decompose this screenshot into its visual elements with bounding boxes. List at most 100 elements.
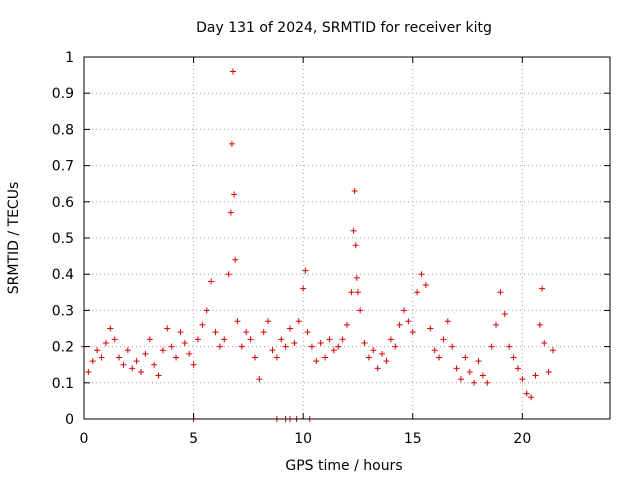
data-points [81, 68, 557, 422]
y-tick-label: 0.3 [52, 303, 74, 319]
data-point [273, 354, 280, 361]
data-point [405, 318, 412, 325]
data-point [295, 318, 302, 325]
data-point [326, 336, 333, 343]
data-point [545, 368, 552, 375]
axis-ticks: 00.10.20.30.40.50.60.70.80.910 5 10 15 20 [52, 50, 610, 447]
y-tick-label: 0.4 [52, 267, 74, 283]
data-point [322, 354, 329, 361]
data-point [414, 289, 421, 296]
x-tick-label: 15 [404, 431, 422, 447]
data-point [308, 343, 315, 350]
data-point [120, 361, 127, 368]
data-point [243, 329, 250, 336]
data-point [124, 347, 131, 354]
data-point [510, 354, 517, 361]
y-tick-label: 0.6 [52, 195, 74, 211]
data-point [177, 329, 184, 336]
data-point [89, 358, 96, 365]
data-point [353, 274, 360, 281]
data-point [278, 336, 285, 343]
data-point [497, 289, 504, 296]
data-point [427, 325, 434, 332]
y-axis-title: SRMTID / TECUs [6, 182, 22, 295]
data-point [208, 278, 215, 285]
data-point [151, 361, 158, 368]
data-point [348, 289, 355, 296]
data-point [379, 350, 386, 357]
data-point [457, 376, 464, 383]
data-point [339, 336, 346, 343]
data-point [168, 343, 175, 350]
data-point [234, 318, 241, 325]
data-point [232, 256, 239, 263]
data-point [251, 354, 258, 361]
x-tick-label: 20 [513, 431, 531, 447]
y-tick-label: 0.7 [52, 159, 74, 175]
data-point [514, 365, 521, 372]
data-point [351, 187, 358, 194]
data-point [501, 311, 508, 318]
data-point [532, 372, 539, 379]
x-axis-title: GPS time / hours [285, 458, 402, 474]
data-point [493, 321, 500, 328]
data-point [352, 242, 359, 249]
data-point [228, 140, 235, 147]
data-point [475, 358, 482, 365]
data-point [186, 350, 193, 357]
data-point [409, 329, 416, 336]
data-point [506, 343, 513, 350]
data-point [102, 339, 109, 346]
data-point [488, 343, 495, 350]
chart-title: Day 131 of 2024, SRMTID for receiver kit… [196, 20, 492, 36]
data-point [230, 68, 237, 75]
data-point [462, 354, 469, 361]
data-point [265, 318, 272, 325]
data-point [94, 347, 101, 354]
data-point [528, 394, 535, 401]
data-point [247, 336, 254, 343]
data-point [85, 368, 92, 375]
y-tick-label: 0.1 [52, 376, 74, 392]
data-point [146, 336, 153, 343]
x-tick-label: 5 [189, 431, 198, 447]
data-point [519, 376, 526, 383]
y-tick-label: 0.5 [52, 231, 74, 247]
data-point [116, 354, 123, 361]
data-point [190, 361, 197, 368]
x-tick-label: 10 [294, 431, 312, 447]
data-point [173, 354, 180, 361]
data-point [221, 336, 228, 343]
data-point [400, 307, 407, 314]
data-point [354, 289, 361, 296]
data-point [300, 285, 307, 292]
data-point [313, 358, 320, 365]
y-tick-label: 0.2 [52, 340, 74, 356]
data-point [155, 372, 162, 379]
data-point [357, 307, 364, 314]
data-point [98, 354, 105, 361]
data-point [181, 339, 188, 346]
grid [84, 57, 610, 419]
data-point [227, 209, 234, 216]
data-point [330, 347, 337, 354]
data-point [484, 379, 491, 386]
data-point [212, 329, 219, 336]
data-point [291, 339, 298, 346]
y-tick-label: 0.9 [52, 86, 74, 102]
data-point [453, 365, 460, 372]
data-point [539, 285, 546, 292]
data-point [422, 282, 429, 289]
data-point [440, 336, 447, 343]
data-point [471, 379, 478, 386]
data-point [159, 347, 166, 354]
data-point [129, 365, 136, 372]
data-point [133, 358, 140, 365]
y-tick-label: 0 [65, 412, 74, 428]
data-point [269, 347, 276, 354]
x-tick-label: 0 [80, 431, 89, 447]
data-point [361, 339, 368, 346]
data-point [550, 347, 557, 354]
data-point [287, 325, 294, 332]
